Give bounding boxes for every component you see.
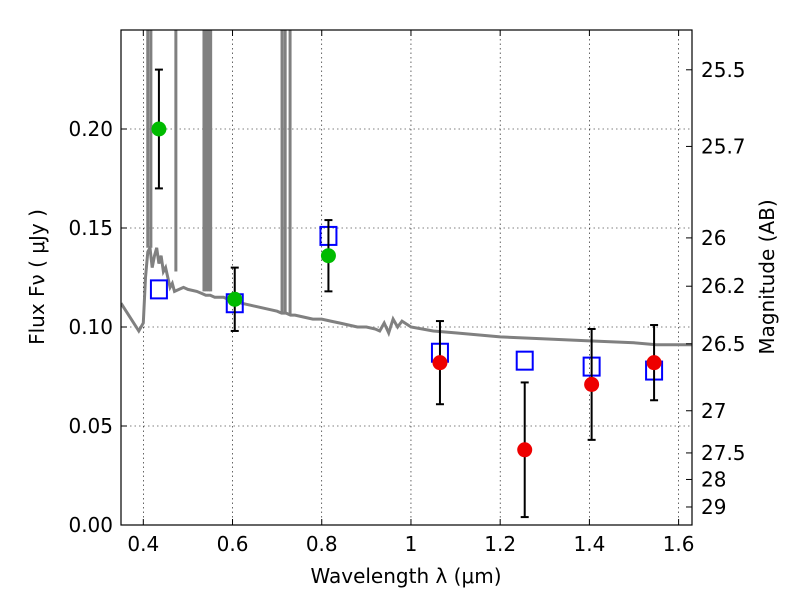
x-tick-label: 0.6 bbox=[217, 532, 249, 556]
y-right-tick-label: 25.5 bbox=[701, 58, 746, 82]
x-tick-label: 1.2 bbox=[484, 532, 516, 556]
observed_nir-point bbox=[646, 355, 662, 371]
observed_nir-point bbox=[584, 376, 600, 392]
y-tick-label: 0.10 bbox=[68, 315, 113, 339]
y-right-tick-label: 26.2 bbox=[701, 274, 746, 298]
y-right-tick-label: 26 bbox=[701, 226, 726, 250]
observed_nir-point bbox=[432, 355, 448, 371]
y-right-tick-label: 28 bbox=[701, 467, 726, 491]
y-right-tick-label: 26.5 bbox=[701, 332, 746, 356]
x-tick-label: 1.6 bbox=[663, 532, 695, 556]
y-right-tick-label: 25.7 bbox=[701, 134, 746, 158]
y-tick-label: 0.15 bbox=[68, 216, 113, 240]
y-right-tick-label: 27.5 bbox=[701, 441, 746, 465]
model-band-square bbox=[149, 279, 168, 300]
grid-lines bbox=[121, 30, 692, 525]
sed-model-line bbox=[121, 242, 692, 347]
y-right-tick-label: 29 bbox=[701, 495, 726, 519]
x-axis-label: Wavelength λ (μm) bbox=[310, 564, 501, 588]
clipped-series bbox=[121, 30, 692, 519]
model-band-square bbox=[515, 350, 534, 371]
observed_optical-point bbox=[151, 121, 167, 137]
observed_nir-point bbox=[517, 442, 533, 458]
y-axis-right-label: Magnitude (AB) bbox=[755, 199, 779, 354]
plot-frame bbox=[120, 29, 693, 526]
x-tick-label: 1 bbox=[405, 532, 418, 556]
y-right-tick-label: 27 bbox=[701, 399, 726, 423]
y-tick-label: 0.00 bbox=[68, 513, 113, 537]
x-tick-label: 0.8 bbox=[306, 532, 338, 556]
y-tick-label: 0.20 bbox=[68, 117, 113, 141]
y-tick-label: 0.05 bbox=[68, 414, 113, 438]
axis-ticks: 0.4 0.6 0.8 1 1.2 1.4 1.6 0.00 0.05 0.10 0.15 0.20 2… bbox=[68, 30, 746, 556]
observed_optical-point bbox=[227, 291, 243, 307]
y-axis-label: Flux Fν ( μJy ) bbox=[25, 209, 49, 345]
x-tick-label: 0.4 bbox=[127, 532, 159, 556]
data-series bbox=[121, 30, 692, 519]
x-tick-label: 1.4 bbox=[573, 532, 605, 556]
observed_optical-point bbox=[320, 248, 336, 264]
